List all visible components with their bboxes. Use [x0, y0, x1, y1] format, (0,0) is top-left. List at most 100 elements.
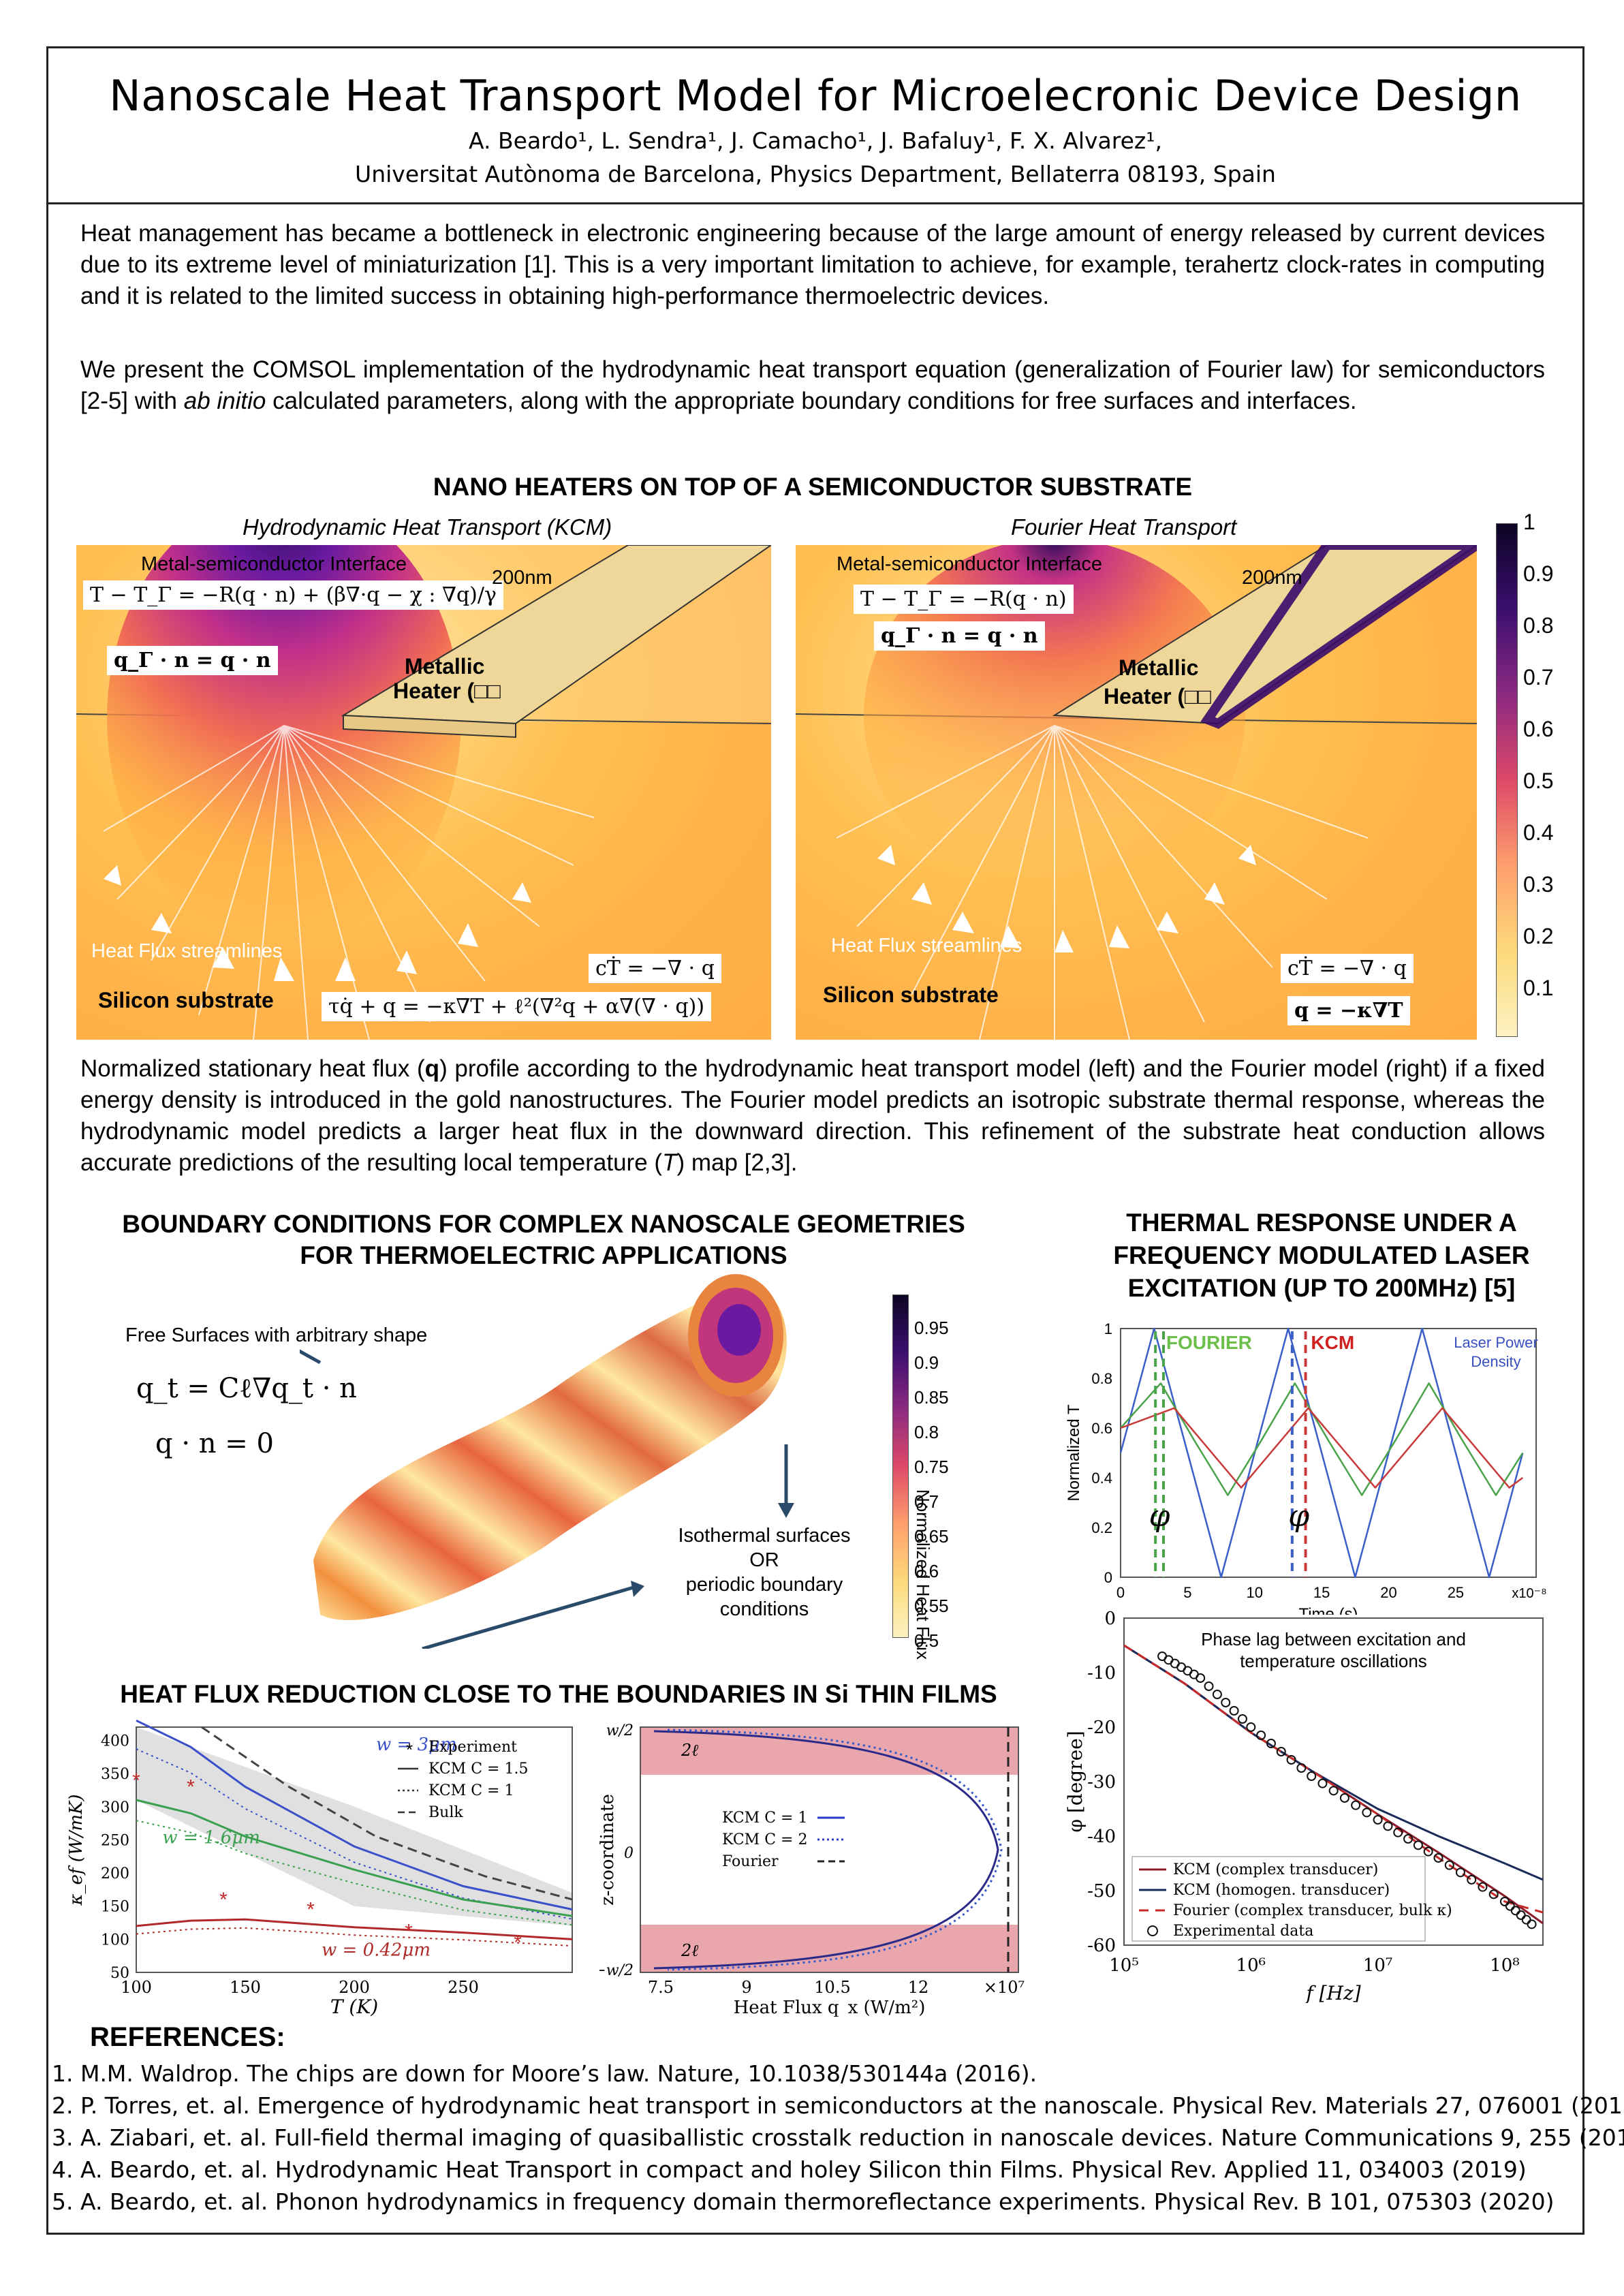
plot-frame [136, 1726, 573, 1973]
iso-line-3: periodic boundary [685, 1574, 843, 1596]
band-label: 2ℓ [681, 1741, 698, 1760]
boundary-band-bottom [640, 1925, 1018, 1972]
reference-item: 1. M.M. Waldrop. The chips are down for … [52, 2060, 1037, 2087]
colorbar-tick: 0.85 [914, 1387, 949, 1408]
free-surfaces-label: Free Surfaces with arbitrary shape [125, 1324, 428, 1346]
references-title: REFERENCES: [90, 2022, 285, 2052]
experimental-point [1204, 1681, 1214, 1691]
slip-bc-equation: q_t = Cℓ∇q_t · n [136, 1373, 357, 1404]
iso-line-2: OR [749, 1549, 779, 1571]
x-tick-label: 20 [1380, 1584, 1396, 1601]
nano-caption: Normalized stationary heat flux (q) prof… [80, 1053, 1545, 1179]
y-tick-label: -10 [1087, 1663, 1116, 1684]
boundary-colorbar-label: Normalized Heat Flux [913, 1489, 933, 1660]
poster-header: Nanoscale Heat Transport Model for Micro… [46, 46, 1584, 204]
nano-section-title: NANO HEATERS ON TOP OF A SEMICONDUCTOR S… [433, 473, 1193, 501]
experimental-point [1286, 1755, 1296, 1765]
w-label: w = 1.6μm [162, 1827, 260, 1848]
phi-symbol: φ [1288, 1499, 1309, 1534]
experimental-point [1521, 1914, 1531, 1925]
experimental-point [1296, 1763, 1307, 1773]
laser-label: Density [1471, 1353, 1520, 1370]
experimental-point [1510, 1906, 1520, 1916]
colorbar-tick: 0.5 [1523, 769, 1554, 793]
y-axis-label: Normalized T [1065, 1404, 1083, 1502]
y-tick-label: 0.2 [1091, 1519, 1112, 1536]
experiment-marker: * [219, 1889, 228, 1911]
colorbar-tick: 0.7 [1523, 665, 1554, 689]
x-tick-label: 10⁸ [1490, 1955, 1520, 1976]
experimental-point [1413, 1840, 1423, 1850]
experimental-point [1373, 1815, 1383, 1825]
x-tick-label: 100 [121, 1978, 152, 1997]
legend-entry: KCM (complex transducer) [1173, 1861, 1378, 1878]
kcm-transport-equation: τq̇ + q = −κ∇T + ℓ²(∇²q + α∇(∇ · q)) [322, 992, 712, 1021]
fourier-law-equation: q = −κ∇T [1287, 996, 1410, 1025]
series-line-dotted-1 [136, 1820, 573, 1926]
y-tick-label: -50 [1087, 1881, 1116, 1902]
x-tick-label: 10⁷ [1363, 1955, 1393, 1976]
y-tick-label: -40 [1087, 1827, 1116, 1847]
references-list: 1. M.M. Waldrop. The chips are down for … [52, 2058, 1624, 2218]
colorbar-tick: 0.75 [914, 1457, 949, 1477]
kcm-heatmap: Metal-semiconductor Interface T − T_Γ = … [76, 545, 771, 1040]
series-line-1 [1120, 1382, 1524, 1496]
legend-box [1131, 1856, 1426, 1942]
plot-frame [1123, 1617, 1544, 1946]
x-axis-label: T (K) [330, 1996, 378, 2017]
colorbar-tick: 0.7 [914, 1491, 939, 1512]
kcm-substrate-label: Silicon substrate [98, 988, 274, 1012]
series-line-0 [1119, 1327, 1524, 1579]
experiment-marker: * [132, 1769, 140, 1792]
colorbar-tick: 0.6 [1523, 717, 1554, 741]
reference-item: 2. P. Torres, et. al. Emergence of hydro… [52, 2092, 1624, 2119]
fourier-interface-label: Metal-semiconductor Interface [837, 553, 1103, 575]
colorbar-tick: 0.9 [914, 1352, 939, 1373]
boundary-band-top [640, 1727, 1018, 1775]
series-line-2 [1123, 1644, 1544, 1914]
experimental-point [1362, 1808, 1372, 1818]
experimental-point [1256, 1731, 1266, 1740]
y-tick-label: 0 [1104, 1569, 1112, 1586]
x-tick-label: 12 [908, 1978, 929, 1997]
kcm-heater-label: Metallic [405, 654, 485, 679]
y-tick-label: 0.8 [1091, 1370, 1112, 1387]
fourier-flux-equation: q_Γ · n = q · n [874, 621, 1045, 651]
fourier-heatmap: Metal-semiconductor Interface T − T_Γ = … [796, 545, 1477, 1040]
boundary-colorbar [892, 1294, 909, 1638]
intro-text-end: calculated parameters, along with the ap… [266, 388, 1357, 414]
x-tick-label: x10⁻⁸ [1512, 1586, 1546, 1601]
nano-colorbar [1496, 523, 1518, 1037]
experimental-point [1212, 1690, 1222, 1699]
experimental-point [1276, 1747, 1286, 1756]
y-axis-label: κ_ef (W/mK) [66, 1794, 87, 1906]
uncertainty-band [136, 1727, 572, 1926]
experimental-point [1527, 1919, 1537, 1929]
band-label: 2ℓ [681, 1941, 698, 1960]
affiliation: Universitat Autònoma de Barcelona, Physi… [355, 161, 1276, 187]
colorbar-tick: 0.1 [1523, 976, 1554, 1000]
caption-t: T [662, 1149, 677, 1176]
bulk-line [201, 1726, 573, 1901]
experimental-point [1307, 1771, 1317, 1781]
y-tick-label: 200 [101, 1865, 129, 1882]
colorbar-tick: 0.95 [914, 1318, 949, 1338]
x-tick-label: 10.5 [814, 1978, 850, 1997]
colorbar-tick: 0.5 [914, 1630, 939, 1651]
legend-swatch: * [406, 1739, 413, 1760]
legend-entry: Bulk [428, 1804, 463, 1821]
iso-line-4: conditions [719, 1598, 809, 1620]
y-tick-label: 150 [101, 1899, 129, 1916]
caption-q: q [424, 1055, 440, 1082]
y-tick-label: 300 [101, 1799, 129, 1816]
kcm-energy-equation: cṪ = −∇ · q [589, 954, 721, 983]
intro-paragraph-1: Heat management has became a bottleneck … [80, 220, 1545, 309]
legend-entry: Experiment [428, 1739, 517, 1756]
x-tick-label: 5 [1183, 1584, 1191, 1601]
y-axis-label: φ [degree] [1064, 1731, 1087, 1832]
series-line-1 [1123, 1644, 1544, 1881]
w-label: w = 3μm [376, 1735, 457, 1755]
fourier-streamlines-label: Heat Flux streamlines [831, 935, 1022, 957]
